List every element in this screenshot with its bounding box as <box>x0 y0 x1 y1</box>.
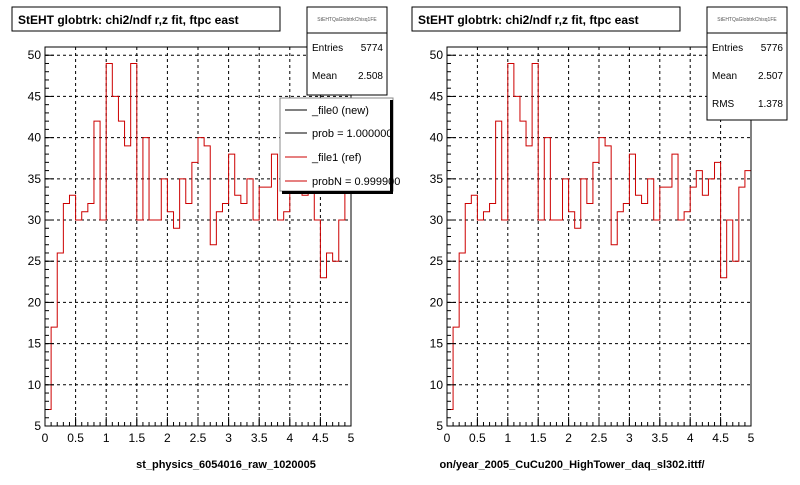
left-stats-label: Mean <box>312 71 337 82</box>
x-tick-label: 3.5 <box>251 431 268 445</box>
x-tick-label: 4.5 <box>312 431 329 445</box>
left-stats-value: 2.508 <box>358 71 383 82</box>
y-tick-label: 20 <box>430 295 444 309</box>
right-grid <box>447 47 751 426</box>
right-axis-ticks: 0 0.5 1 1.5 2 2.5 3 3.5 4 4.5 5 5 10 15 20 25 30 35 40 45 50 <box>430 46 755 445</box>
left-title: StEHT globtrk: chi2/ndf r,z fit, ftpc ea… <box>18 13 239 27</box>
right-stats-value: 2.507 <box>758 71 783 82</box>
y-tick-label: 15 <box>430 337 444 351</box>
right-title: StEHT globtrk: chi2/ndf r,z fit, ftpc ea… <box>418 13 639 27</box>
left-stats-name: StEHTQaGlobtrkChisq1FE <box>317 17 377 23</box>
x-tick-label: 5 <box>348 431 355 445</box>
y-tick-label: 10 <box>430 378 444 392</box>
x-tick-label: 1 <box>103 431 110 445</box>
x-tick-label: 1.5 <box>530 431 547 445</box>
y-tick-label: 30 <box>430 213 444 227</box>
y-tick-label: 10 <box>28 378 42 392</box>
legend-entry: probN = 0.999900 <box>312 176 400 188</box>
y-tick-label: 25 <box>28 254 42 268</box>
x-tick-label: 1 <box>504 431 511 445</box>
right-stats-label: Entries <box>712 43 743 54</box>
left-axis-ticks: 0 0.5 1 1.5 2 2.5 3 3.5 4 4.5 5 5 10 15 20 25 30 35 40 45 50 <box>28 46 355 445</box>
y-tick-label: 45 <box>430 89 444 103</box>
x-tick-label: 5 <box>748 431 755 445</box>
legend-entry: _file1 (ref) <box>311 152 362 164</box>
x-tick-label: 4 <box>687 431 694 445</box>
y-tick-label: 40 <box>430 131 444 145</box>
right-stats-value: 5776 <box>761 43 784 54</box>
left-legend: _file0 (new) prob = 1.000000 _file1 (ref… <box>279 97 400 194</box>
left-title-box <box>11 6 281 32</box>
y-tick-label: 35 <box>28 172 42 186</box>
y-tick-label: 45 <box>28 89 42 103</box>
x-tick-label: 2 <box>164 431 171 445</box>
right-histogram <box>446 62 751 426</box>
y-tick-label: 40 <box>28 131 42 145</box>
x-tick-label: 2 <box>565 431 572 445</box>
y-tick-label: 20 <box>28 295 42 309</box>
x-tick-label: 3 <box>626 431 633 445</box>
x-tick-label: 3 <box>225 431 232 445</box>
y-tick-label: 5 <box>436 419 443 433</box>
right-title-box <box>411 6 681 32</box>
y-tick-label: 15 <box>28 337 42 351</box>
left-stats-value: 5774 <box>361 43 384 54</box>
x-tick-label: 0 <box>42 431 49 445</box>
right-stats-label: RMS <box>712 99 735 110</box>
left-panel: StEHT globtrk: chi2/ndf r,z fit, ftpc ea… <box>11 6 400 471</box>
x-tick-label: 3.5 <box>651 431 668 445</box>
right-panel: StEHT globtrk: chi2/ndf r,z fit, ftpc ea… <box>411 6 788 471</box>
x-tick-label: 2.5 <box>591 431 608 445</box>
left-footer-text: st_physics_6054016_raw_1020005 <box>136 459 316 471</box>
left-stats-label: Entries <box>312 43 343 54</box>
right-stats-value: 1.378 <box>758 99 783 110</box>
right-footer-text: on/year_2005_CuCu200_HighTower_daq_sl302… <box>439 459 704 471</box>
left-stats-box: StEHTQaGlobtrkChisq1FE Entries 5774 Mean… <box>306 6 388 96</box>
y-tick-label: 30 <box>28 213 42 227</box>
right-stats-box: StEHTQaGlobtrkChisq1FE Entries 5776 Mean… <box>706 6 788 121</box>
x-tick-label: 4.5 <box>712 431 729 445</box>
y-tick-label: 50 <box>430 48 444 62</box>
x-tick-label: 0.5 <box>67 431 84 445</box>
right-stats-name: StEHTQaGlobtrkChisq1FE <box>717 17 777 23</box>
x-tick-label: 1.5 <box>128 431 145 445</box>
x-tick-label: 0 <box>444 431 451 445</box>
histogram-series-line <box>446 62 751 426</box>
x-tick-label: 0.5 <box>469 431 486 445</box>
y-tick-label: 25 <box>430 254 444 268</box>
x-tick-label: 4 <box>286 431 293 445</box>
right-stats-label: Mean <box>712 71 737 82</box>
y-tick-label: 5 <box>34 419 41 433</box>
x-tick-label: 2.5 <box>190 431 207 445</box>
y-tick-label: 50 <box>28 48 42 62</box>
legend-entry: _file0 (new) <box>311 105 369 117</box>
y-tick-label: 35 <box>430 172 444 186</box>
legend-entry: prob = 1.000000 <box>312 128 392 140</box>
